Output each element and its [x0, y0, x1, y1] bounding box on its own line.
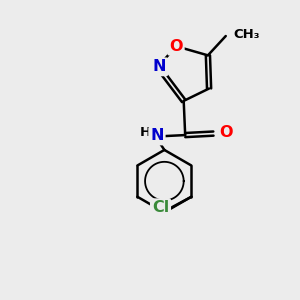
- Text: Cl: Cl: [152, 200, 169, 215]
- Text: N: N: [150, 128, 164, 143]
- Text: O: O: [169, 39, 183, 54]
- Text: H: H: [140, 127, 151, 140]
- Text: N: N: [153, 59, 166, 74]
- Text: CH₃: CH₃: [233, 28, 260, 41]
- Text: O: O: [219, 125, 232, 140]
